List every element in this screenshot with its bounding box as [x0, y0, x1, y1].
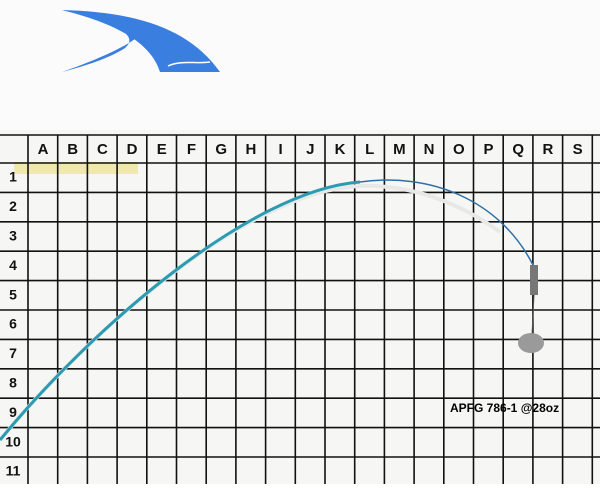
row-label: 1 [9, 169, 17, 185]
column-label: N [424, 141, 435, 158]
row-label: 8 [9, 375, 17, 391]
column-label: G [215, 141, 227, 158]
row-label: 3 [9, 228, 17, 244]
logo-swoosh [62, 10, 220, 72]
column-label: D [127, 141, 138, 158]
row-label: 11 [6, 463, 21, 479]
row-label: 4 [9, 257, 17, 273]
column-label: R [542, 141, 553, 158]
column-label: J [306, 141, 314, 158]
column-label: F [187, 141, 196, 158]
column-label: S [573, 141, 583, 158]
column-label: L [365, 141, 374, 158]
row-label: 5 [9, 286, 17, 302]
swivel [530, 265, 538, 295]
column-label: C [97, 141, 108, 158]
column-label: A [38, 141, 49, 158]
logo-swoosh [62, 10, 150, 72]
column-label: E [157, 141, 167, 158]
fishing-line [359, 179, 534, 266]
column-label: I [279, 141, 283, 158]
grid [0, 134, 600, 484]
board [0, 130, 600, 484]
logo-signature [167, 61, 211, 67]
column-label: K [335, 141, 346, 158]
row-label: 6 [9, 316, 17, 332]
column-label: M [393, 141, 406, 158]
grid-labels: A B C D E F G H I J K L M N O P Q R S 1 2 3 4 5 6 7 8 9 10 11 [5, 141, 582, 479]
column-label: B [67, 141, 78, 158]
row-label: 9 [9, 404, 17, 420]
rod-label: APFG 786-1 @28oz [450, 401, 559, 415]
logo [62, 10, 220, 72]
row-label: 10 [5, 433, 21, 449]
column-label: H [245, 141, 256, 158]
column-label: Q [512, 141, 524, 158]
rod-blank [0, 180, 361, 441]
column-label: O [453, 141, 465, 158]
weight [518, 333, 544, 353]
tape [14, 162, 138, 174]
row-label: 2 [9, 198, 17, 214]
leader [531, 294, 535, 336]
row-label: 7 [9, 345, 17, 361]
column-label: P [483, 141, 493, 158]
